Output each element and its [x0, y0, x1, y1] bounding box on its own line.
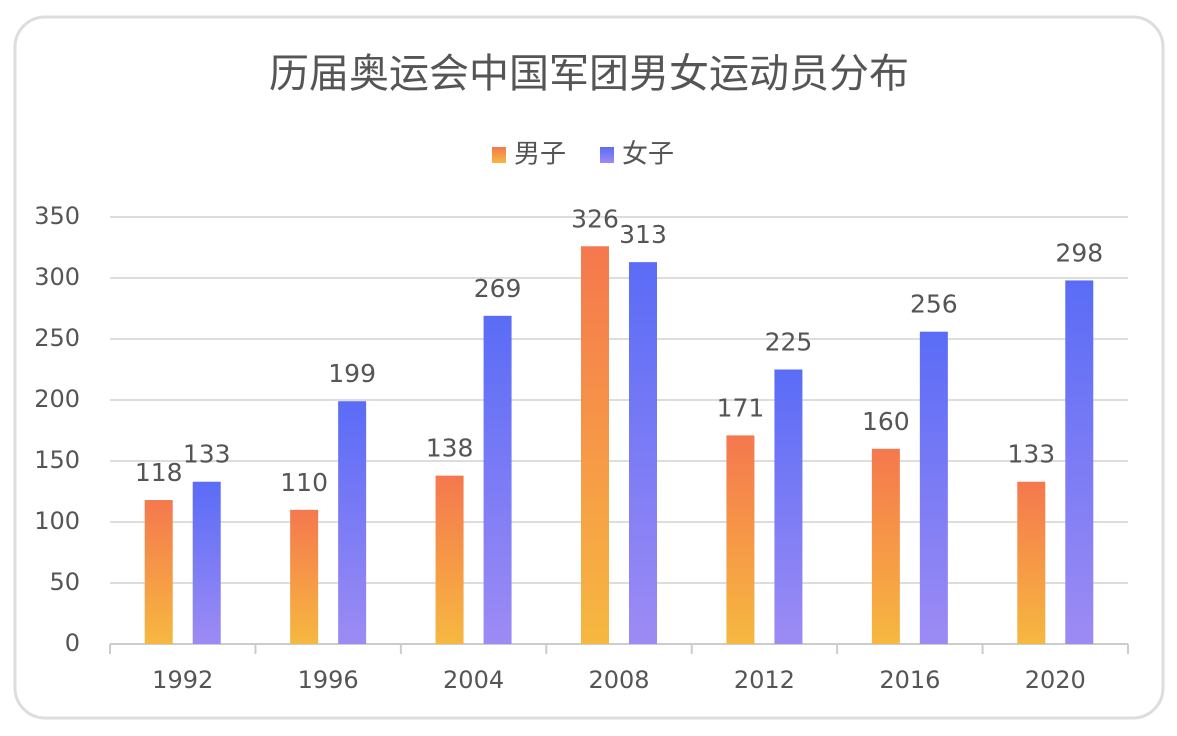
bar: [144, 500, 173, 644]
value-label: 269: [474, 274, 522, 303]
bar: [338, 401, 367, 644]
bar: [581, 246, 609, 644]
chart-title: 历届奥运会中国军团男女运动员分布: [269, 51, 909, 97]
y-tick-label: 100: [34, 507, 80, 535]
value-label: 256: [910, 290, 958, 319]
value-label: 138: [426, 434, 474, 463]
bar: [1065, 280, 1094, 644]
bar: [774, 369, 803, 644]
value-label: 160: [862, 407, 910, 436]
legend-marker: [492, 147, 506, 163]
x-tick-label: 2004: [443, 666, 504, 694]
y-tick-label: 200: [34, 385, 80, 413]
x-tick-label: 2016: [879, 666, 940, 694]
bar: [483, 315, 512, 644]
legend-marker: [600, 147, 614, 163]
bar: [919, 331, 948, 644]
y-tick-label: 250: [34, 324, 80, 352]
value-label: 118: [135, 458, 183, 487]
y-tick-label: 300: [34, 263, 80, 291]
bar: [629, 262, 657, 644]
bar: [726, 435, 755, 644]
y-tick-label: 0: [65, 629, 80, 657]
bar: [435, 475, 464, 644]
y-tick-label: 150: [34, 446, 80, 474]
value-label: 133: [183, 440, 231, 469]
x-tick-label: 2012: [734, 666, 795, 694]
value-label: 199: [328, 359, 376, 388]
bar: [192, 481, 221, 644]
legend-label: 男子: [514, 140, 566, 170]
bar: [871, 448, 900, 644]
bar: [290, 509, 319, 644]
y-tick-label: 350: [34, 202, 80, 230]
x-tick-label: 2008: [588, 666, 649, 694]
x-tick-label: 2020: [1025, 666, 1086, 694]
value-label: 171: [717, 393, 765, 422]
value-label: 326: [571, 204, 619, 233]
value-label: 110: [280, 468, 328, 497]
bar: [1017, 481, 1046, 644]
value-label: 298: [1055, 238, 1103, 267]
x-tick-label: 1996: [298, 666, 359, 694]
y-tick-label: 50: [49, 568, 80, 596]
legend-label: 女子: [622, 140, 674, 170]
value-label: 313: [619, 220, 667, 249]
x-tick-label: 1992: [152, 666, 213, 694]
value-label: 133: [1007, 440, 1055, 469]
value-label: 225: [765, 328, 813, 357]
